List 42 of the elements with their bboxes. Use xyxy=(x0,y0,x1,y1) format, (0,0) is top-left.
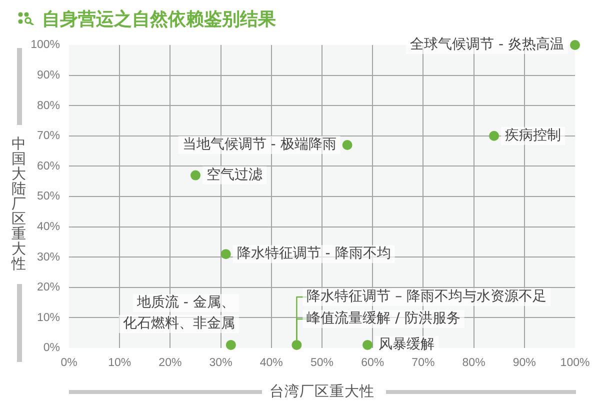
annotation: 当地气候调节 - 极端降雨 xyxy=(182,136,336,153)
x-tick-label: 10% xyxy=(108,357,132,370)
annotation: 全球气候调节 - 炎热高温 xyxy=(410,36,564,53)
point xyxy=(220,249,231,260)
x-tick-label: 50% xyxy=(310,357,334,370)
x-tick-label: 100% xyxy=(560,357,590,370)
x-tick-label: 30% xyxy=(209,357,232,370)
y-tick-label: 50% xyxy=(36,190,60,203)
y-tick-label: 20% xyxy=(36,282,60,294)
point xyxy=(226,340,236,350)
x-tick-label: 20% xyxy=(158,357,182,370)
x-tick-label: 80% xyxy=(462,357,486,370)
y-tick-label: 40% xyxy=(36,220,60,233)
y-tick-label: 100% xyxy=(30,39,60,52)
annotation: 降水特征调节 - 降雨不均 xyxy=(236,246,391,262)
annotation: 峰值流量缓解 / 防洪服务 xyxy=(306,310,460,327)
chart-title: 自身营运之自然依赖鉴别结果 xyxy=(42,9,276,31)
y-tick-label: 0% xyxy=(43,342,60,354)
x-tick-label: 70% xyxy=(412,357,435,370)
point xyxy=(489,130,500,141)
x-tick-label: 40% xyxy=(260,357,283,370)
y-tick-label: 80% xyxy=(36,100,60,112)
annotation: 疾病控制 xyxy=(505,128,562,144)
point xyxy=(190,170,200,180)
text: 中国大陆厂区重大性 xyxy=(12,136,26,272)
point xyxy=(362,340,373,350)
annotation: 风暴缓解 xyxy=(378,336,435,353)
y-tick-label: 10% xyxy=(36,312,60,324)
y-tick-label: 30% xyxy=(36,251,60,264)
x-tick-label: 60% xyxy=(361,357,384,370)
annotation: 降水特征调节 – 降雨不均与水资源不足 xyxy=(306,288,547,305)
y-tick-label: 60% xyxy=(36,160,60,172)
y-tick-label: 70% xyxy=(36,130,60,142)
point xyxy=(570,40,580,50)
point xyxy=(342,140,352,150)
x-axis-title: 台湾厂区重大性 xyxy=(270,382,374,400)
annotation: 地质流 - 金属、化石燃料、非金属 xyxy=(122,294,235,332)
x-tick-label: 90% xyxy=(512,357,536,370)
annotation: 空气过滤 xyxy=(206,166,262,183)
x-tick-label: 0% xyxy=(60,357,78,370)
y-tick-label: 90% xyxy=(36,69,60,82)
point xyxy=(292,340,302,350)
